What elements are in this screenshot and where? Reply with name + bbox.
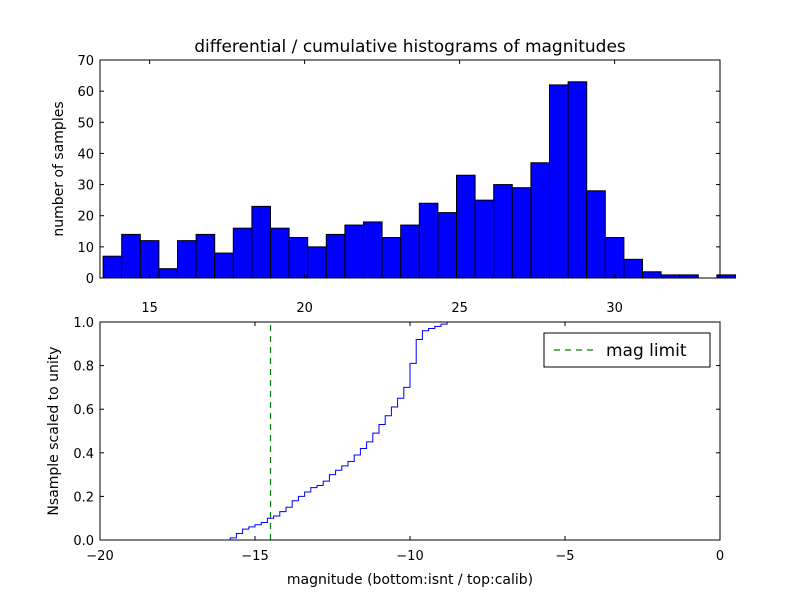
histogram-bar xyxy=(214,252,234,279)
cumulative-step-line xyxy=(100,321,721,541)
histogram-bar xyxy=(549,84,569,279)
top-x-ticks: 15 20 25 30 xyxy=(141,60,623,316)
bottom-y-tick-label: 0.4 xyxy=(73,447,94,462)
top-y-axis-label: number of samples xyxy=(51,101,67,236)
legend-label-mag-limit: mag limit xyxy=(606,341,687,361)
legend: mag limit xyxy=(543,332,711,368)
bottom-x-tick-label: −20 xyxy=(86,549,113,564)
bottom-x-tick-label: 0 xyxy=(716,549,724,564)
histogram-bar xyxy=(493,184,513,279)
top-y-tick-label: 10 xyxy=(77,241,94,256)
bottom-x-tick-label: −10 xyxy=(396,549,423,564)
bottom-y-tick-label: 0.8 xyxy=(73,360,94,375)
histogram-bar xyxy=(363,221,383,279)
histogram-bar xyxy=(437,212,457,279)
bottom-x-tick-label: −15 xyxy=(241,549,268,564)
bottom-x-tick-label: −5 xyxy=(555,549,574,564)
histogram-bar xyxy=(400,224,420,279)
top-x-tick-label: 25 xyxy=(451,301,468,316)
bottom-y-ticks: 0.0 0.2 0.4 0.6 0.8 1.0 xyxy=(73,316,720,549)
histogram-bar xyxy=(232,227,253,279)
histogram-bar xyxy=(456,174,476,279)
bottom-y-tick-label: 0.0 xyxy=(73,534,94,549)
histogram-bar xyxy=(158,268,178,279)
top-x-tick-label: 30 xyxy=(606,301,623,316)
cumulative-histogram-panel: 0.0 0.2 0.4 0.6 0.8 1.0 −20 −15 −10 −5 0 Nsample … xyxy=(46,316,724,588)
top-axes-frame xyxy=(99,59,721,279)
top-y-ticks: 0 10 20 30 40 50 60 70 xyxy=(77,54,720,287)
chart-title: differential / cumulative histograms of … xyxy=(194,37,626,57)
histogram-bar xyxy=(511,187,532,279)
bottom-axes-frame xyxy=(99,321,721,541)
histogram-bar xyxy=(139,240,160,279)
top-y-tick-label: 50 xyxy=(77,116,94,131)
histogram-bar xyxy=(195,233,216,279)
bottom-y-tick-label: 0.2 xyxy=(73,490,94,505)
top-y-tick-label: 60 xyxy=(77,85,94,100)
top-y-tick-label: 0 xyxy=(86,272,94,287)
bottom-y-tick-label: 0.6 xyxy=(73,403,94,418)
histogram-bar xyxy=(288,237,309,279)
histogram-bar xyxy=(716,274,737,279)
top-y-tick-label: 20 xyxy=(77,210,94,225)
top-y-tick-label: 30 xyxy=(77,179,94,194)
legend-box xyxy=(543,332,711,368)
top-x-tick-label: 20 xyxy=(296,301,313,316)
differential-histogram-panel: differential / cumulative histograms of … xyxy=(51,37,737,316)
histogram-bars xyxy=(102,81,737,279)
histogram-bar xyxy=(251,205,271,279)
top-y-tick-label: 40 xyxy=(77,147,94,162)
top-y-tick-label: 70 xyxy=(77,54,94,69)
bottom-y-tick-label: 1.0 xyxy=(73,316,94,331)
histogram-bar xyxy=(270,227,290,279)
histogram-bar xyxy=(474,199,495,279)
bottom-x-axis-label: magnitude (bottom:isnt / top:calib) xyxy=(287,572,533,588)
histogram-bar xyxy=(567,81,588,279)
bottom-y-axis-label: Nsample scaled to unity xyxy=(46,346,62,515)
histogram-bar xyxy=(586,190,606,279)
histogram-bar xyxy=(530,162,551,279)
histogram-bar xyxy=(642,271,662,279)
histogram-bar xyxy=(604,237,625,279)
histogram-bar xyxy=(418,202,439,279)
histogram-bar xyxy=(307,246,327,279)
top-x-tick-label: 15 xyxy=(141,301,158,316)
histogram-bar xyxy=(177,240,197,279)
histogram-bar xyxy=(325,233,346,279)
histogram-bar xyxy=(102,255,123,279)
histogram-bar xyxy=(623,258,644,279)
histogram-bar xyxy=(381,237,402,279)
histogram-bar xyxy=(121,233,141,279)
histogram-bar xyxy=(344,224,364,279)
